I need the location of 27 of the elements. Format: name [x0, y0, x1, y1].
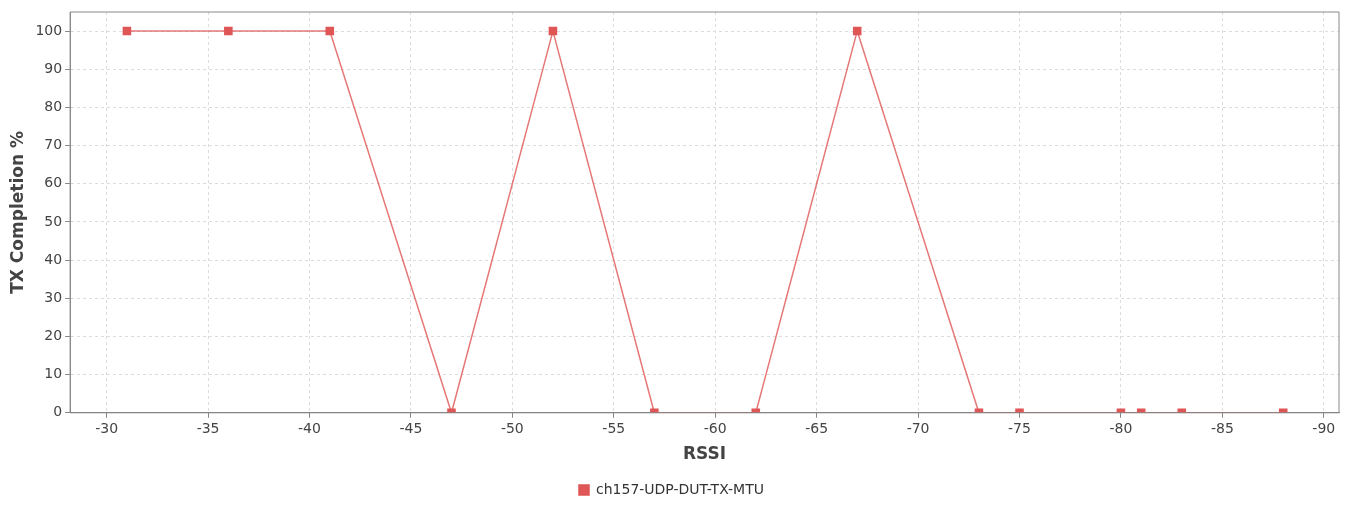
x-tick-label: -55: [602, 419, 626, 436]
x-tick-label: -50: [500, 419, 524, 436]
x-axis-title: RSSI: [682, 443, 727, 464]
y-tick-label: 10: [44, 365, 63, 382]
x-tick-label: -65: [805, 419, 829, 436]
x-tick-label: -35: [196, 419, 220, 436]
y-tick-label: 0: [53, 403, 63, 420]
y-tick-label: 20: [44, 327, 63, 344]
y-tick-label: 30: [44, 288, 63, 305]
x-tick-label: -45: [399, 419, 423, 436]
y-tick-label: 90: [44, 59, 63, 76]
x-tick-label: -70: [906, 419, 930, 436]
x-tick-label: -75: [1008, 419, 1031, 436]
legend-label: ch157-UDP-DUT-TX-MTU: [596, 480, 764, 497]
y-tick-label: 70: [44, 136, 63, 153]
y-tick-label: 60: [44, 174, 63, 191]
y-tick-label: 80: [44, 98, 63, 115]
x-tick-label: -40: [298, 419, 321, 436]
y-tick-label: 40: [44, 250, 63, 267]
x-tick-label: -60: [703, 419, 727, 436]
x-tick-label: -80: [1109, 419, 1133, 436]
y-axis-title: TX Completion %: [6, 131, 27, 294]
y-tick-label: 100: [35, 21, 63, 38]
x-tick-label: -85: [1210, 419, 1234, 436]
x-tick-label: -30: [95, 419, 119, 436]
x-tick-label: -90: [1312, 419, 1336, 436]
y-tick-label: 50: [44, 212, 63, 229]
